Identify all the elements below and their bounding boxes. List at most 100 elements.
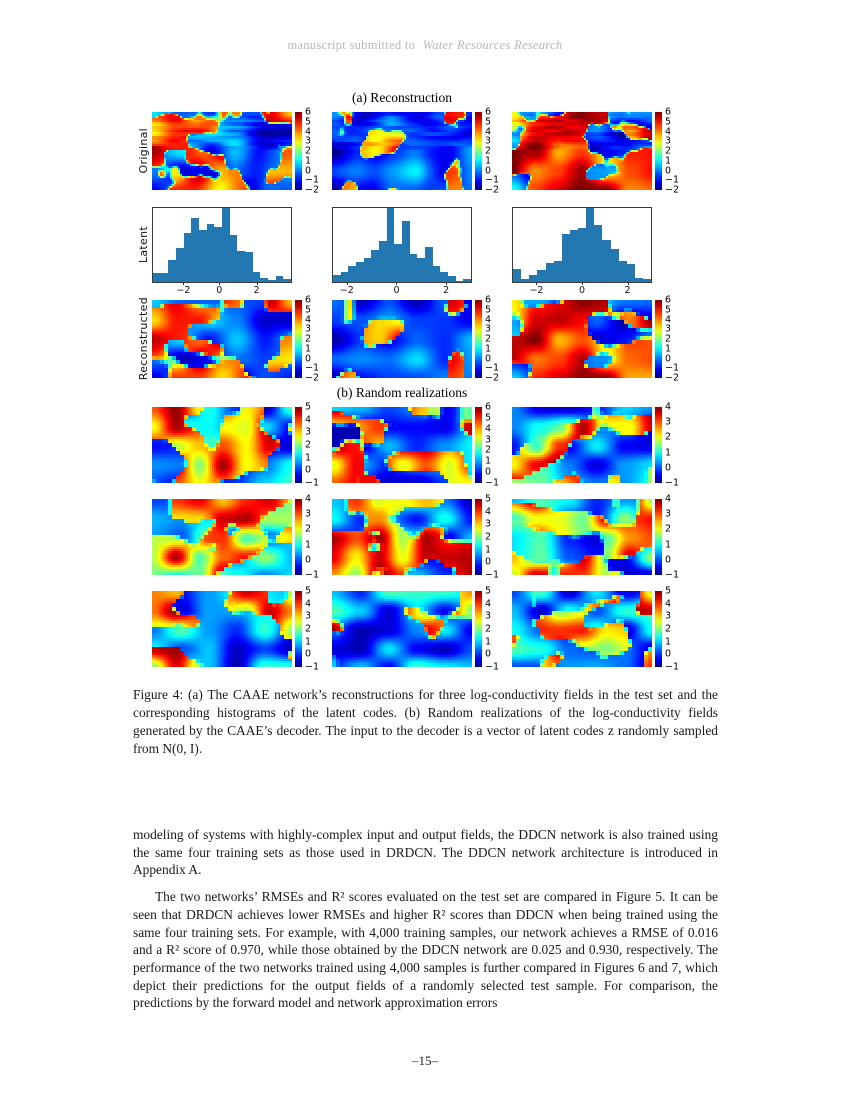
colorbar-tick-label: 2 bbox=[665, 623, 672, 635]
x-tick-label: −2 bbox=[339, 285, 354, 296]
figure-part-a-title: (a) Reconstruction bbox=[351, 90, 453, 105]
colorbar bbox=[655, 300, 662, 378]
row-label bbox=[135, 407, 152, 483]
colorbar-tick-label: 0 bbox=[665, 164, 672, 176]
row-label bbox=[135, 591, 152, 667]
colorbar-tick-label: 3 bbox=[485, 610, 492, 622]
heatmap-panel: 6 5 4 3 2 1 0 −1 −2 bbox=[512, 107, 692, 194]
x-tick-label: 2 bbox=[253, 285, 260, 296]
heatmap-canvas bbox=[512, 300, 652, 378]
histogram-bar bbox=[432, 265, 441, 282]
histogram-bar bbox=[199, 230, 207, 282]
colorbar bbox=[475, 499, 482, 575]
histogram-bar bbox=[356, 262, 364, 282]
colorbar-tick-label: 1 bbox=[305, 155, 312, 166]
row-label: Latent bbox=[135, 207, 152, 283]
colorbar-ticks: 4 3 2 1 0 −1 bbox=[304, 494, 328, 579]
histogram-bar bbox=[268, 279, 276, 282]
histogram-bar bbox=[379, 241, 387, 282]
colorbar-tick-label: 1 bbox=[485, 455, 492, 467]
colorbar-tick-label: 4 bbox=[665, 493, 672, 505]
heatmap-canvas bbox=[512, 112, 652, 190]
histogram-bar bbox=[333, 274, 341, 282]
colorbar bbox=[655, 407, 662, 483]
colorbar-tick-label: 2 bbox=[485, 333, 492, 345]
heatmap-canvas bbox=[152, 591, 292, 667]
colorbar-tick-label: 2 bbox=[485, 444, 492, 456]
colorbar-tick-label: 2 bbox=[665, 431, 672, 443]
colorbar-tick-label: 1 bbox=[485, 543, 492, 555]
colorbar-ticks: 4 3 2 1 0 −1 bbox=[664, 402, 688, 487]
histogram-bar bbox=[176, 247, 184, 282]
colorbar-tick-label: 0 bbox=[305, 352, 312, 364]
row-label bbox=[135, 499, 152, 575]
histogram-bar bbox=[252, 272, 261, 282]
colorbar-tick-label: 5 bbox=[305, 585, 312, 597]
colorbar-tick-label: 2 bbox=[485, 145, 492, 157]
histogram-bar bbox=[409, 253, 418, 282]
histogram-bar bbox=[618, 260, 627, 282]
colorbar-tick-label: −2 bbox=[665, 184, 680, 196]
colorbar-tick-label: −1 bbox=[485, 569, 500, 581]
histogram-bar bbox=[275, 276, 284, 282]
colorbar bbox=[655, 499, 662, 575]
colorbar-tick-label: −1 bbox=[485, 362, 500, 374]
colorbar-tick-label: 5 bbox=[485, 116, 492, 127]
histogram-bar bbox=[160, 273, 169, 282]
colorbar-tick-label: 0 bbox=[665, 462, 672, 474]
histogram-bar bbox=[594, 225, 603, 282]
figure-row-6: 5 4 3 2 1 0 −1 5 4 3 2 1 0 −1 5 4 3 2 1 0 −1 bbox=[135, 586, 692, 671]
colorbar-tick-label: 3 bbox=[485, 323, 492, 335]
colorbar-tick-label: 2 bbox=[485, 623, 492, 635]
colorbar-tick-label: 1 bbox=[665, 446, 672, 458]
x-tick-mark bbox=[219, 282, 221, 285]
colorbar-tick-label: 3 bbox=[485, 135, 492, 147]
colorbar-tick-label: 6 bbox=[665, 106, 672, 118]
histogram-bar bbox=[363, 257, 372, 282]
colorbar-tick-label: 4 bbox=[485, 505, 492, 517]
x-tick-mark bbox=[582, 282, 583, 285]
colorbar-tick-label: 4 bbox=[665, 597, 672, 609]
paragraph-2: The two networks’ RMSEs and R² scores ev… bbox=[133, 889, 718, 1011]
colorbar-tick-label: −1 bbox=[485, 661, 500, 673]
x-tick-label: −2 bbox=[176, 285, 191, 296]
histogram-bar bbox=[417, 257, 426, 282]
colorbar-tick-label: 3 bbox=[305, 323, 312, 335]
x-tick-label: 0 bbox=[578, 285, 586, 296]
heatmap-panel: 6 5 4 3 2 1 0 −1 bbox=[332, 402, 512, 487]
colorbar-tick-label: 5 bbox=[485, 412, 492, 424]
histogram-bar bbox=[545, 262, 554, 282]
histogram-bar bbox=[440, 272, 449, 282]
colorbar-tick-label: 5 bbox=[665, 585, 672, 597]
histogram-panel: −2 0 2 bbox=[152, 207, 332, 296]
histogram-bar bbox=[634, 278, 643, 282]
colorbar-tick-label: 4 bbox=[665, 313, 672, 325]
colorbar-tick-label: 4 bbox=[305, 597, 312, 609]
colorbar-tick-label: 0 bbox=[305, 554, 312, 566]
histogram-bar bbox=[237, 250, 246, 282]
histogram-bar bbox=[610, 249, 619, 282]
colorbar bbox=[475, 112, 482, 190]
histogram-bar bbox=[386, 208, 395, 282]
colorbar-tick-label: 1 bbox=[305, 343, 312, 354]
histogram-bar bbox=[626, 264, 635, 282]
histogram-box: −2 0 2 bbox=[512, 207, 652, 296]
colorbar-tick-label: −1 bbox=[305, 362, 320, 374]
histogram-panel: −2 0 2 bbox=[512, 207, 692, 296]
colorbar-ticks: 6 5 4 3 2 1 0 −1 −2 bbox=[664, 295, 688, 382]
histogram-panel: −2 0 2 bbox=[332, 207, 512, 296]
colorbar bbox=[475, 407, 482, 483]
colorbar-ticks: 6 5 4 3 2 1 0 −1 −2 bbox=[304, 107, 328, 194]
colorbar-tick-label: 2 bbox=[485, 531, 492, 543]
colorbar bbox=[295, 112, 302, 190]
heatmap-panel: 5 4 3 2 1 0 −1 bbox=[512, 586, 692, 671]
histogram-bar bbox=[455, 280, 464, 282]
histogram-bar bbox=[402, 221, 410, 282]
colorbar-tick-label: −2 bbox=[485, 372, 500, 384]
colorbar-tick-label: 0 bbox=[485, 648, 492, 660]
colorbar-tick-label: −2 bbox=[305, 372, 320, 384]
colorbar-tick-label: 6 bbox=[305, 294, 312, 306]
colorbar-tick-label: 0 bbox=[485, 352, 492, 364]
x-tick-mark bbox=[536, 282, 538, 285]
row-label-text: Latent bbox=[137, 226, 150, 264]
